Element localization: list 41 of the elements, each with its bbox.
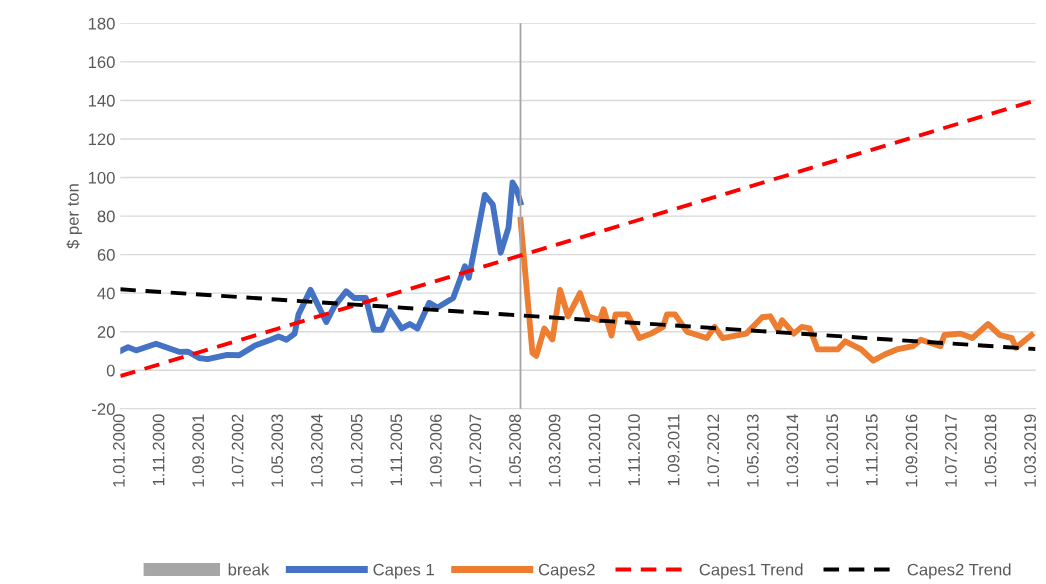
y-tick-label: 40: [97, 287, 115, 300]
x-tick-label: 1.11.2010: [628, 414, 640, 486]
x-tick-label: 1.09.2016: [905, 414, 918, 487]
x-tick-label: 1.05.2008: [509, 414, 521, 487]
x-tick-label: 1.05.2013: [746, 414, 759, 487]
x-tick-label: 1.03.2009: [548, 414, 561, 487]
y-tick-label: 120: [88, 133, 115, 146]
y-tick-label: 100: [88, 171, 115, 184]
x-tick-label: 1.07.2012: [707, 414, 720, 487]
x-tick-label: 1.09.2006: [429, 414, 442, 487]
x-tick-label: 1.03.2014: [786, 414, 799, 487]
y-axis-title: $ per ton: [66, 184, 83, 249]
x-tick-label: 1.11.2005: [390, 414, 403, 486]
y-tick-label: 20: [97, 326, 115, 338]
x-tick-label: 1.05.2003: [271, 414, 284, 487]
legend-label: break: [228, 563, 270, 576]
x-tick-label: 1.01.2015: [826, 414, 839, 487]
x-tick-label: 1.03.2004: [310, 414, 323, 487]
x-tick-label: 1.07.2017: [945, 414, 957, 487]
legend-label: Capes 1: [373, 563, 434, 579]
y-tick-label: 180: [88, 17, 115, 30]
x-tick-label: 1.11.2015: [865, 414, 878, 486]
x-tick-label: 1.03.2019: [1024, 414, 1036, 487]
x-tick-label: 1.09.2011: [667, 414, 680, 486]
y-tick-label: 140: [88, 94, 115, 107]
x-tick-label: 1.11.2000: [152, 414, 165, 486]
x-tick-label: 1.07.2007: [469, 414, 482, 487]
legend-label: Capes2: [538, 563, 595, 579]
y-tick-label: 160: [88, 56, 115, 69]
x-tick-label: 1.01.2005: [350, 414, 363, 487]
legend-label: Capes2 Trend: [907, 563, 1011, 579]
y-tick-label: 0: [106, 364, 115, 377]
x-tick-label: 1.05.2018: [984, 414, 997, 487]
x-tick-label: 1.01.2010: [588, 414, 601, 487]
x-tick-label: 1.01.2000: [112, 414, 125, 487]
y-tick-label: 60: [97, 249, 115, 261]
x-tick-label: 1.07.2002: [231, 414, 244, 487]
x-tick-label: 1.09.2001: [192, 414, 205, 487]
y-tick-label: 80: [97, 210, 115, 223]
legend-label: Capes1 Trend: [699, 563, 803, 579]
y-tick-label: -20: [92, 403, 115, 415]
